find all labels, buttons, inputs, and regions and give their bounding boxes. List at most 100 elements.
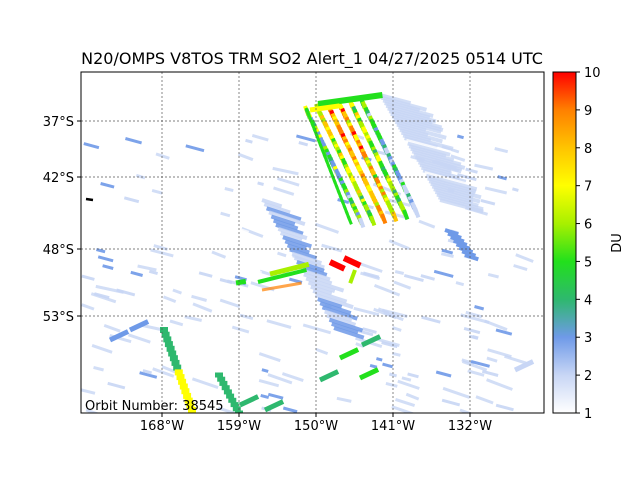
swath-pixel — [263, 202, 291, 215]
swath-pixel — [265, 206, 302, 222]
y-tick-label: 37°S — [43, 115, 74, 130]
swath-pixel — [457, 382, 481, 393]
swath-pixel — [385, 381, 398, 388]
swath-pixel — [314, 222, 340, 234]
swath-pixel — [293, 255, 325, 270]
swath-pixel — [421, 315, 441, 324]
swath-pixel — [376, 357, 383, 362]
y-tick-label: 53°S — [43, 310, 74, 325]
swath-pixel — [433, 187, 481, 204]
swath-pixel — [245, 138, 253, 144]
swath-pixel — [408, 144, 447, 158]
swath-pixel — [139, 371, 158, 379]
swath-pixel — [85, 408, 99, 413]
swath-pixel — [328, 317, 364, 333]
colorbar-tick-label: 10 — [584, 66, 601, 81]
swath-pixel — [315, 347, 329, 356]
swath-pixel — [401, 376, 412, 382]
swath-pixel — [231, 325, 250, 334]
y-tick-label: 42°S — [43, 171, 74, 186]
swath-pixel — [96, 168, 108, 174]
swath-pixel — [413, 152, 466, 170]
swath-pixel — [100, 182, 115, 189]
swath-pixel — [258, 352, 281, 363]
swath-pixel — [455, 242, 471, 251]
swath-pixel — [400, 130, 432, 143]
swath-pixel — [309, 103, 341, 113]
swath-pixel — [397, 125, 429, 138]
swath-pixel — [224, 187, 234, 193]
swath-pixel — [208, 409, 218, 413]
swath-pixel — [380, 95, 428, 112]
swath-pixel — [219, 298, 241, 309]
swath-pixel — [369, 363, 378, 369]
swath-pixel — [407, 372, 419, 379]
swath-pixel — [407, 141, 451, 157]
swath-pixel — [486, 378, 513, 391]
x-tick-label: 132°W — [448, 419, 492, 434]
swath-pixel — [472, 334, 479, 340]
swath-pixel — [387, 106, 437, 124]
swath-pixel — [155, 152, 170, 160]
swath-pixel — [450, 154, 466, 162]
swath-pixel — [410, 321, 438, 331]
swath-pixel — [333, 326, 365, 340]
y-tick-label: 48°S — [43, 243, 74, 258]
swath-pixel — [300, 199, 324, 210]
swath-pixel — [82, 132, 100, 139]
swath-pixel — [388, 239, 410, 250]
swath-pixel — [303, 272, 333, 286]
swath-pixel — [123, 196, 140, 204]
swath-pixel — [413, 207, 421, 219]
swath-pixel — [331, 321, 359, 335]
swath-pixel — [305, 276, 345, 293]
colorbar-tick-label: 8 — [584, 142, 592, 157]
swath-pixel — [284, 239, 307, 251]
swath-pixel — [417, 160, 452, 173]
swath-pixel — [279, 231, 303, 242]
swath-pixel — [120, 308, 138, 316]
swath-pixel — [393, 280, 412, 290]
swath-pixel — [437, 195, 484, 212]
swath-pixel — [394, 119, 427, 133]
map-title: N20/OMPS V8TOS TRM SO2 Alert_1 04/27/202… — [81, 49, 543, 69]
swath-pixel — [484, 186, 508, 195]
swath-pixel — [362, 271, 380, 279]
swath-pixel — [431, 184, 474, 200]
swath-pixel — [405, 398, 431, 408]
swath-pixel — [410, 146, 455, 163]
swath-pixel — [312, 288, 348, 304]
swath-pixel — [220, 211, 231, 218]
swath-pixel — [459, 408, 473, 413]
swath-pixel — [348, 269, 357, 284]
swath-pixel — [318, 369, 340, 383]
swath-pixel — [373, 284, 401, 297]
swath-pixel — [162, 295, 177, 303]
swath-pixel — [465, 167, 478, 174]
swath-pixel — [281, 372, 304, 383]
swath-pixel — [414, 154, 457, 170]
swath-pixel — [456, 134, 464, 140]
swath-pixel — [495, 403, 514, 412]
swath-pixel — [392, 351, 401, 357]
swath-pixel — [250, 268, 263, 275]
swath-pixel — [495, 328, 513, 336]
swath-pixel — [487, 272, 499, 279]
swath-pixel — [342, 255, 362, 269]
swath-pixel — [257, 267, 307, 284]
swath-pixel — [273, 186, 295, 196]
swath-pixel — [475, 395, 494, 405]
swath-pixel — [103, 130, 130, 144]
swath-pixel — [216, 239, 230, 246]
swath-pixel — [513, 359, 535, 373]
swath-pixel — [430, 376, 442, 383]
swath-pixel — [128, 319, 150, 333]
swath-pixel — [251, 133, 269, 142]
swath-pixel — [428, 179, 476, 196]
swath-pixel — [450, 235, 465, 244]
swath-pixel — [427, 176, 477, 194]
swath-pixel — [346, 215, 353, 225]
swath-pixel — [381, 341, 398, 349]
swath-pixel — [258, 378, 280, 388]
swath-pixel — [321, 305, 358, 321]
